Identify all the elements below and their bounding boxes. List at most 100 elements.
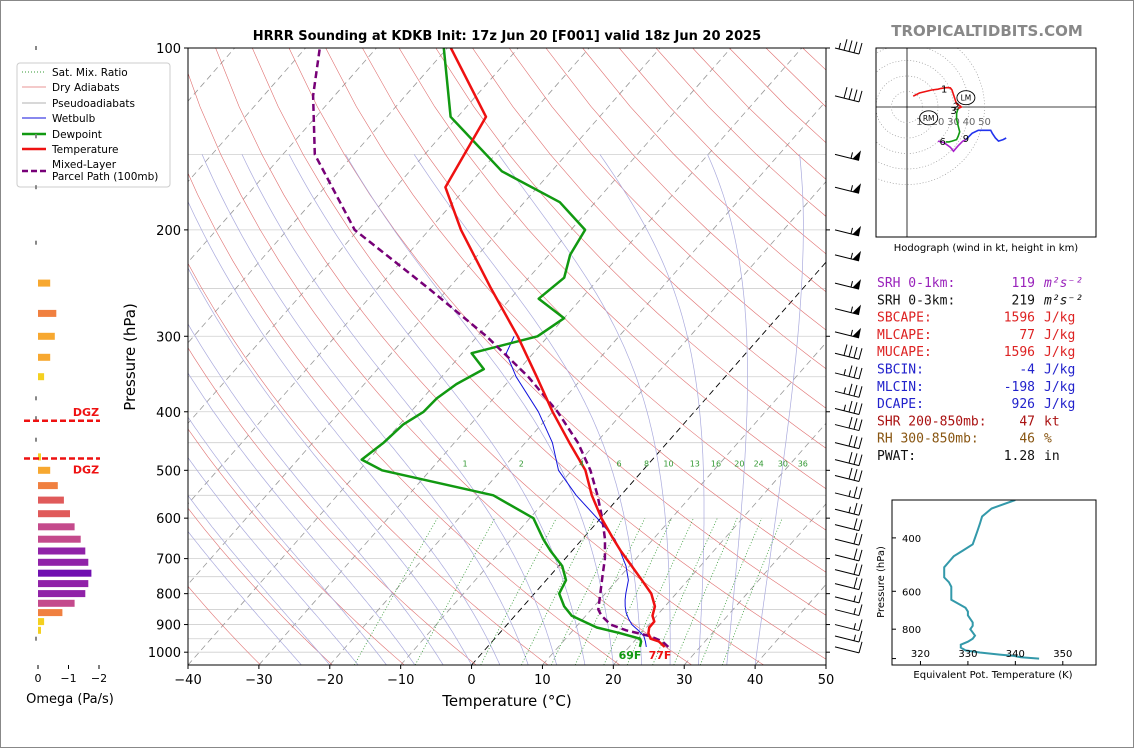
index-label: SBCAPE: [877, 311, 932, 326]
barb-full [848, 383, 853, 395]
brand-watermark: TROPICALTIDBITS.COM [891, 22, 1083, 40]
isotherm-line [471, 261, 826, 665]
barb-staff [834, 624, 860, 632]
barb-half [853, 595, 856, 602]
wind-barb [834, 225, 861, 237]
barb-full [853, 453, 858, 465]
mixing-ratio-label: 13 [690, 459, 700, 468]
barb-full [853, 402, 858, 414]
wind-barb [834, 577, 863, 591]
mixing-ratio-line [480, 518, 557, 665]
isotherm-line [542, 342, 826, 665]
barb-full [848, 400, 853, 413]
y-tick-label: 600 [156, 512, 181, 527]
dry-adiabat-line [362, 48, 826, 531]
chart-title: HRRR Sounding at KDKB Init: 17z Jun 20 [… [253, 29, 761, 44]
hodo-height-label: 2 [953, 101, 959, 112]
barb-staff [834, 596, 860, 604]
barb-flag [852, 183, 861, 194]
omega-bar [38, 309, 57, 317]
x-axis-label: Temperature (°C) [441, 692, 571, 710]
hodo-height-label: 9 [963, 134, 969, 145]
dry-adiabat-line [508, 48, 826, 370]
surface-temperature-label: 77F [649, 649, 672, 662]
moist-adiabat-line [201, 154, 529, 665]
theta-e-ylabel: Pressure (hPa) [876, 546, 887, 618]
index-value: 119 [1012, 276, 1035, 291]
hodograph-caption: Hodograph (wind in kt, height in km) [894, 243, 1079, 254]
barb-staff [834, 372, 860, 380]
mixing-ratio-line [652, 518, 718, 665]
barb-full [858, 42, 863, 55]
dry-adiabat-line [188, 585, 261, 665]
index-label: MUCAPE: [877, 345, 932, 360]
omega-panel: DGZ DGZ 0 −1 −2 [24, 46, 107, 685]
x-tick-label: 20 [605, 673, 622, 688]
wind-barb [834, 183, 861, 194]
index-value: -4 [1019, 363, 1035, 378]
skewt-axes: −40 −30 −20 −10 0 10 20 30 40 50 100 200 300 400 500 60… [148, 42, 834, 688]
dry-adiabat-line [435, 48, 826, 449]
isotherm-line [825, 664, 826, 665]
legend-item: Dewpoint [52, 129, 102, 141]
omega-bar [38, 353, 51, 361]
index-unit: J/kg [1044, 380, 1075, 395]
barb-flag [852, 279, 861, 290]
hodo-ring-label: 50 [978, 117, 991, 128]
dry-adiabat-line [188, 172, 621, 665]
barb-staff [834, 538, 860, 546]
barb-full [848, 88, 853, 100]
barb-full [858, 504, 863, 516]
barb-full [853, 366, 858, 378]
barb-flag [852, 327, 861, 338]
hodograph-traces: 123 6 9 LM RM [912, 84, 1007, 153]
barb-full [858, 386, 863, 398]
hodo-ring-label: 20 [932, 117, 945, 128]
omega-bar [35, 416, 37, 421]
x-tick-label: −20 [316, 673, 343, 688]
omega-bar [38, 453, 41, 461]
mixing-ratio-label: 24 [754, 459, 764, 468]
hodo-ring [876, 48, 985, 185]
index-unit: J/kg [1044, 363, 1075, 378]
mixing-ratio-label: 2 [519, 459, 524, 468]
barb-full [858, 564, 863, 576]
moist-adiabat-line [498, 154, 671, 665]
index-value: 46 [1019, 432, 1035, 447]
barb-full [848, 40, 853, 52]
wind-barb [834, 563, 863, 577]
wind-barb [834, 365, 863, 380]
barb-staff [834, 646, 860, 654]
omega-tick-label: −2 [91, 672, 107, 685]
hodograph-frame [875, 47, 1097, 238]
barb-full [858, 619, 863, 631]
barb-flag [852, 150, 861, 161]
barb-staff [834, 424, 860, 432]
moist-adiabat-line [599, 154, 705, 665]
index-unit: in [1044, 449, 1060, 464]
barb-full [848, 435, 853, 447]
index-label: MLCAPE: [877, 328, 932, 343]
moist-adiabat-line [413, 154, 643, 665]
hodo-ring-label: 30 [947, 117, 960, 128]
barb-staff [834, 459, 860, 467]
storm-motion-label: LM [961, 94, 972, 103]
theta-e-clip [943, 500, 1040, 660]
barb-staff [834, 609, 860, 617]
dry-adiabat-line [188, 262, 549, 665]
barb-staff [834, 554, 860, 562]
legend-item: Wetbulb [52, 113, 96, 125]
wind-barb [834, 304, 861, 316]
omega-bar [35, 636, 37, 641]
mixing-ratio-line [414, 518, 496, 665]
mixing-ratio-line [673, 518, 738, 665]
wind-barb [834, 327, 861, 339]
omega-bar [38, 523, 75, 531]
theta-e-ytick-label: 400 [902, 534, 921, 545]
index-value: 47 [1019, 414, 1035, 429]
barb-staff [834, 390, 860, 398]
y-tick-label: 700 [156, 553, 181, 568]
omega-bar [38, 558, 89, 566]
barb-full [843, 344, 848, 356]
omega-tick-label: 0 [35, 672, 42, 685]
